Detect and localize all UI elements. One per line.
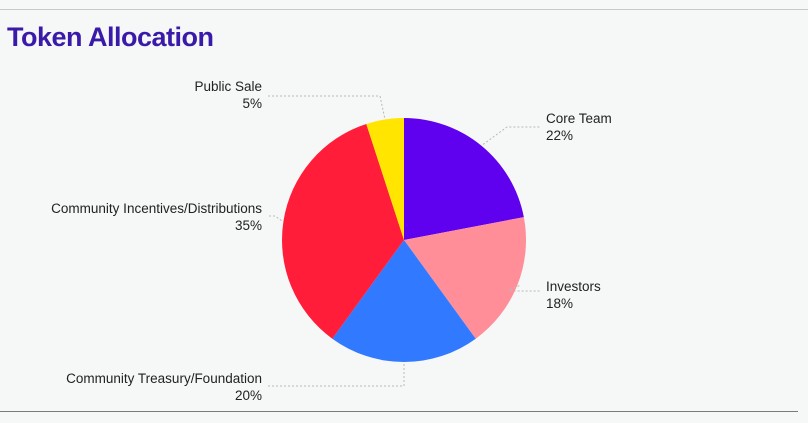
slice-label: Investors [546,279,601,294]
pie-slice-public-sale [366,118,404,240]
top-divider [0,9,808,10]
slice-value-label: 22% [546,128,573,143]
slice-value-label: 20% [235,388,262,403]
pie-slice-investors [404,217,526,339]
slice-label: Community Incentives/Distributions [51,201,262,216]
leader-line [268,215,282,222]
slice-label: Core Team [546,111,612,126]
page-title: Token Allocation [7,22,214,52]
leader-line [506,285,540,292]
slice-label: Public Sale [194,79,262,94]
slice-value-label: 5% [242,96,262,111]
pie-slice-core-team [404,118,524,240]
leader-line [268,95,386,118]
leader-line [482,126,540,145]
leader-line [268,364,405,387]
bottom-divider [0,411,798,412]
slice-value-label: 18% [546,296,573,311]
pie-slices [282,118,526,362]
slice-labels: Core Team 22% Investors 18% Community Treasu… [51,79,612,403]
pie-slice-community-incentives-distributions [282,123,404,339]
slice-label: Community Treasury/Foundation [66,371,262,386]
slice-value-label: 35% [235,218,262,233]
pie-slice-community-treasury-foundation [332,240,476,362]
leader-lines [268,95,540,387]
